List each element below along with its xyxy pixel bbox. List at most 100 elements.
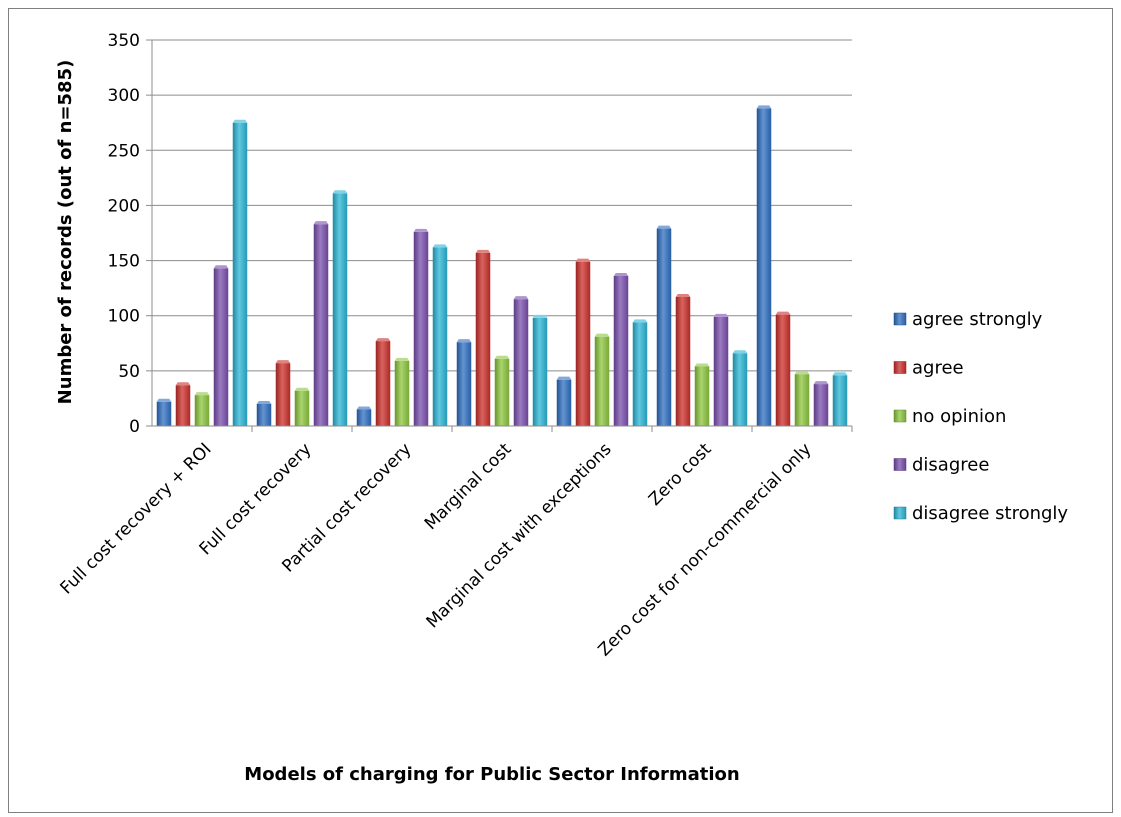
- bar-top: [275, 360, 291, 364]
- y-tick-label: 250: [108, 141, 140, 161]
- bar-top: [732, 350, 748, 354]
- bar-disagree: [513, 296, 529, 426]
- bar-disagree: [313, 221, 329, 426]
- bar-body: [256, 403, 272, 426]
- bar-top: [332, 190, 348, 194]
- bar-body: [232, 122, 248, 426]
- bar-top: [432, 244, 448, 248]
- bar-disagree: [413, 228, 429, 426]
- bar-top: [413, 228, 429, 232]
- bar-no-opinion: [494, 355, 510, 426]
- bar-top: [232, 119, 248, 123]
- bar-top: [156, 398, 172, 402]
- bar-body: [713, 316, 729, 426]
- legend-label: disagree: [912, 455, 989, 476]
- x-tick-label: Zero cost for non-commercial only: [595, 439, 816, 660]
- bar-top: [532, 314, 548, 318]
- bar-body: [675, 296, 691, 426]
- y-tick-label: 200: [108, 196, 140, 216]
- x-tick-label: Full cost recovery: [196, 439, 316, 559]
- bar-top: [294, 387, 310, 391]
- bar-agree: [675, 293, 691, 426]
- bar-disagree-strongly: [632, 319, 648, 426]
- bar-disagree-strongly: [832, 372, 848, 426]
- bar-disagree: [613, 273, 629, 426]
- x-tick-label: Zero cost: [645, 439, 716, 510]
- bar-top: [775, 311, 791, 315]
- bar-body: [175, 385, 191, 426]
- bar-top: [556, 376, 572, 380]
- bar-top: [794, 371, 810, 375]
- bar-top: [513, 296, 529, 300]
- bar-agree: [475, 249, 491, 426]
- bar-body: [475, 252, 491, 426]
- bar-disagree-strongly: [232, 119, 248, 426]
- y-tick-label: 300: [108, 86, 140, 106]
- bar-no-opinion: [294, 387, 310, 426]
- y-tick-label: 50: [118, 362, 140, 382]
- bar-no-opinion: [194, 392, 210, 426]
- x-axis-title: Models of charging for Public Sector Inf…: [244, 764, 739, 785]
- bar-body: [356, 409, 372, 426]
- bar-top: [713, 313, 729, 317]
- legend-swatch: [893, 506, 907, 520]
- bar-body: [375, 341, 391, 426]
- bar-body: [513, 299, 529, 426]
- bar-top: [632, 319, 648, 323]
- bar-top: [456, 339, 472, 343]
- bar-top: [256, 400, 272, 404]
- bar-no-opinion: [794, 371, 810, 426]
- bar-no-opinion: [394, 357, 410, 426]
- bar-body: [456, 342, 472, 426]
- bar-body: [275, 363, 291, 426]
- bar-agree-strongly: [356, 406, 372, 426]
- bar-body: [413, 231, 429, 426]
- bar-top: [594, 333, 610, 337]
- bar-agree: [175, 382, 191, 426]
- legend-swatch: [893, 361, 907, 374]
- bar-disagree-strongly: [732, 350, 748, 426]
- bar-body: [756, 108, 772, 427]
- legend-swatch: [893, 409, 907, 423]
- bar-top: [194, 392, 210, 396]
- bar-disagree-strongly: [532, 314, 548, 426]
- bar-agree: [575, 258, 591, 426]
- bar-top: [675, 293, 691, 297]
- legend: agree strongly agree no opinion disagree dis…: [893, 309, 1068, 524]
- legend-item-disagree-strongly: disagree strongly: [893, 503, 1068, 524]
- bar-body: [213, 268, 229, 426]
- bar-top: [813, 381, 829, 385]
- bar-no-opinion: [594, 333, 610, 426]
- y-tick-label: 150: [108, 252, 140, 272]
- bar-body: [656, 228, 672, 426]
- bar-agree: [275, 360, 291, 426]
- y-tick-label: 0: [129, 417, 140, 437]
- bar-body: [694, 366, 710, 426]
- bar-top: [613, 273, 629, 277]
- legend-item-no-opinion: no opinion: [893, 406, 1006, 427]
- y-tick-label: 100: [108, 307, 140, 327]
- bar-body: [794, 374, 810, 426]
- x-tick-label: Full cost recovery + ROI: [57, 439, 216, 598]
- legend-label: agree: [912, 358, 964, 379]
- bar-agree-strongly: [756, 105, 772, 427]
- bar-body: [156, 401, 172, 426]
- bar-body: [194, 395, 210, 426]
- bar-top: [832, 372, 848, 376]
- bar-no-opinion: [694, 363, 710, 426]
- bar-agree-strongly: [156, 398, 172, 426]
- legend-swatch: [893, 458, 907, 471]
- bar-body: [313, 224, 329, 426]
- bar-body: [332, 193, 348, 426]
- legend-item-agree-strongly: agree strongly: [893, 309, 1043, 330]
- bar-top: [575, 258, 591, 262]
- bars: [156, 105, 848, 427]
- bar-body: [775, 314, 791, 426]
- bar-body: [732, 353, 748, 426]
- bar-agree: [375, 338, 391, 426]
- bar-top: [494, 355, 510, 359]
- bar-body: [632, 322, 648, 426]
- bar-top: [756, 105, 772, 109]
